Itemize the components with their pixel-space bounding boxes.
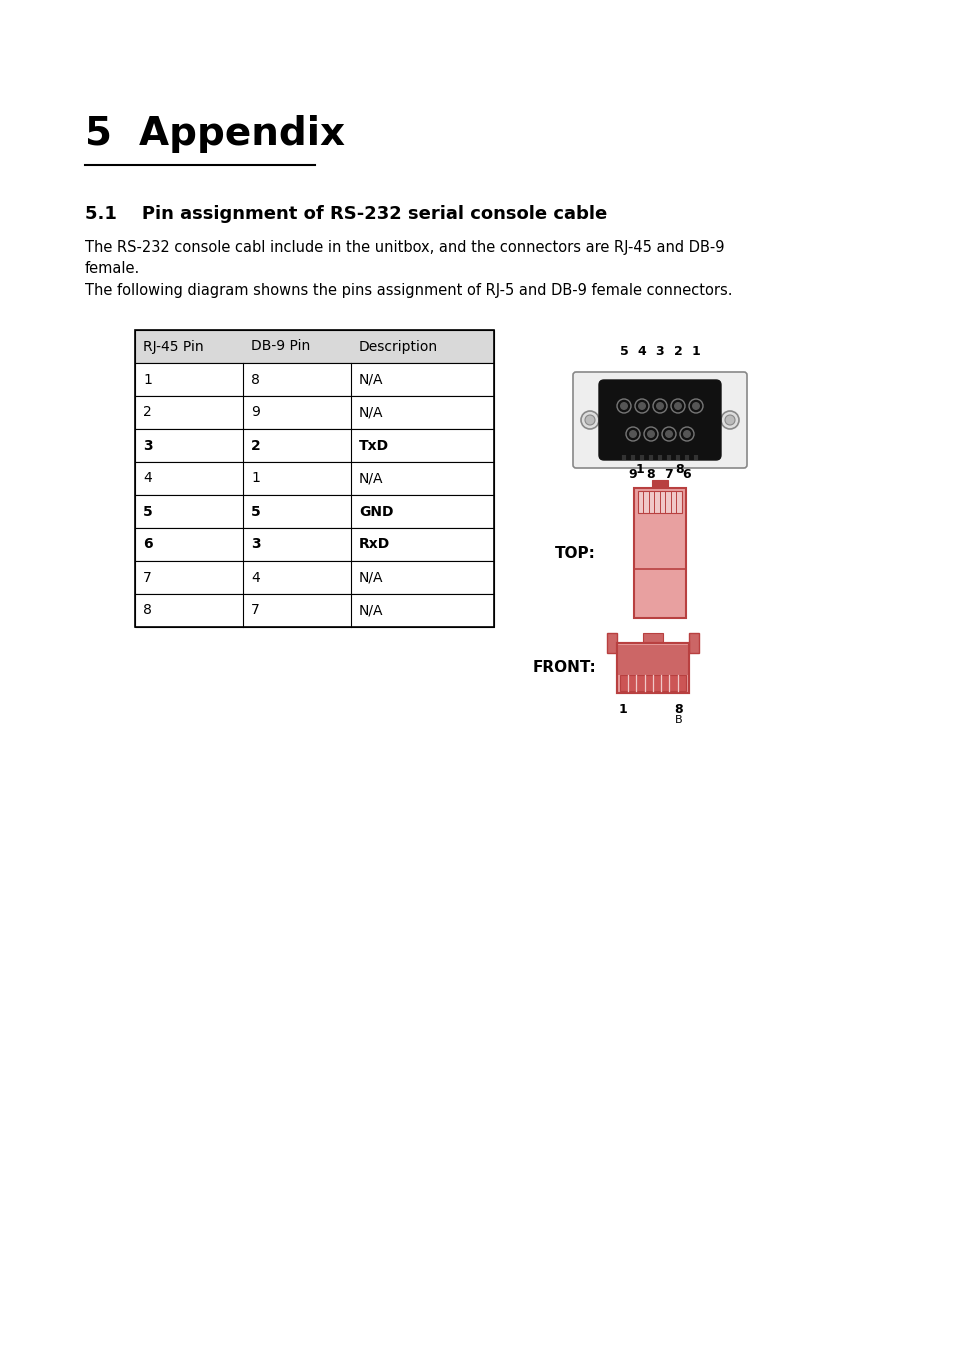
Text: 5: 5 bbox=[251, 505, 260, 518]
Text: FRONT:: FRONT: bbox=[533, 660, 597, 675]
Text: The RS-232 console cabl include in the unitbox, and the connectors are RJ-45 and: The RS-232 console cabl include in the u… bbox=[85, 240, 723, 275]
Text: B: B bbox=[675, 716, 682, 725]
Text: 9: 9 bbox=[628, 468, 637, 481]
Circle shape bbox=[679, 427, 693, 441]
Bar bbox=[135, 528, 494, 562]
Circle shape bbox=[664, 431, 672, 437]
Text: 7: 7 bbox=[251, 603, 259, 617]
Circle shape bbox=[682, 431, 690, 437]
Text: 4: 4 bbox=[637, 346, 646, 358]
Circle shape bbox=[720, 410, 739, 429]
Circle shape bbox=[661, 427, 676, 441]
Text: 6: 6 bbox=[143, 537, 152, 552]
Text: 1: 1 bbox=[691, 346, 700, 358]
Text: 1: 1 bbox=[143, 373, 152, 386]
Text: N/A: N/A bbox=[358, 471, 383, 486]
Bar bbox=[617, 645, 688, 675]
Bar bbox=[634, 487, 685, 618]
Bar bbox=[135, 462, 494, 495]
Text: 1: 1 bbox=[251, 471, 259, 486]
Circle shape bbox=[670, 400, 684, 413]
Circle shape bbox=[646, 431, 655, 437]
Circle shape bbox=[617, 400, 630, 413]
Text: N/A: N/A bbox=[358, 405, 383, 420]
Text: 2: 2 bbox=[673, 346, 681, 358]
Text: 8: 8 bbox=[143, 603, 152, 617]
Bar bbox=[642, 633, 662, 643]
Text: 5  Appendix: 5 Appendix bbox=[85, 115, 345, 153]
Text: 1: 1 bbox=[618, 703, 627, 716]
Text: 8: 8 bbox=[675, 463, 683, 477]
Circle shape bbox=[628, 431, 637, 437]
Text: 9: 9 bbox=[251, 405, 259, 420]
Text: 5: 5 bbox=[143, 505, 152, 518]
Text: N/A: N/A bbox=[358, 571, 383, 585]
Bar bbox=[619, 675, 685, 691]
Circle shape bbox=[584, 414, 595, 425]
Bar bbox=[135, 329, 494, 363]
Text: 3: 3 bbox=[143, 439, 152, 452]
Text: TxD: TxD bbox=[358, 439, 389, 452]
Text: 4: 4 bbox=[251, 571, 259, 585]
Bar bbox=[651, 481, 667, 487]
Bar bbox=[617, 643, 688, 693]
Circle shape bbox=[652, 400, 666, 413]
Bar bbox=[135, 594, 494, 626]
Text: RxD: RxD bbox=[358, 537, 390, 552]
Bar bbox=[135, 363, 494, 396]
Bar bbox=[135, 396, 494, 429]
Bar bbox=[135, 329, 494, 626]
Text: 8: 8 bbox=[251, 373, 259, 386]
Circle shape bbox=[656, 402, 663, 410]
Circle shape bbox=[635, 400, 648, 413]
Text: 3: 3 bbox=[655, 346, 663, 358]
Text: 5.1    Pin assignment of RS-232 serial console cable: 5.1 Pin assignment of RS-232 serial cons… bbox=[85, 205, 607, 223]
Text: N/A: N/A bbox=[358, 373, 383, 386]
Bar bbox=[688, 633, 699, 653]
Text: 7: 7 bbox=[143, 571, 152, 585]
Text: The following diagram showns the pins assignment of RJ-5 and DB-9 female connect: The following diagram showns the pins as… bbox=[85, 284, 732, 298]
FancyBboxPatch shape bbox=[573, 373, 746, 468]
Text: 5: 5 bbox=[619, 346, 628, 358]
Circle shape bbox=[724, 414, 734, 425]
Bar bbox=[135, 562, 494, 594]
Text: TOP:: TOP: bbox=[555, 545, 596, 560]
Text: 7: 7 bbox=[664, 468, 673, 481]
Text: 8: 8 bbox=[674, 703, 682, 716]
Circle shape bbox=[691, 402, 700, 410]
Bar bbox=[135, 495, 494, 528]
Text: N/A: N/A bbox=[358, 603, 383, 617]
Text: DB-9 Pin: DB-9 Pin bbox=[251, 339, 310, 354]
Circle shape bbox=[643, 427, 658, 441]
Text: 8: 8 bbox=[646, 468, 655, 481]
FancyBboxPatch shape bbox=[598, 379, 720, 460]
Bar bbox=[606, 633, 617, 653]
Text: 3: 3 bbox=[251, 537, 260, 552]
Text: RJ-45 Pin: RJ-45 Pin bbox=[143, 339, 203, 354]
Bar bbox=[638, 491, 681, 513]
Circle shape bbox=[673, 402, 681, 410]
Circle shape bbox=[638, 402, 645, 410]
Text: 1: 1 bbox=[636, 463, 644, 477]
Bar bbox=[617, 643, 688, 693]
Circle shape bbox=[580, 410, 598, 429]
Text: 2: 2 bbox=[143, 405, 152, 420]
Circle shape bbox=[619, 402, 627, 410]
Circle shape bbox=[688, 400, 702, 413]
Text: 4: 4 bbox=[143, 471, 152, 486]
Text: 2: 2 bbox=[251, 439, 260, 452]
Bar bbox=[135, 429, 494, 462]
Text: Description: Description bbox=[358, 339, 437, 354]
Text: GND: GND bbox=[358, 505, 393, 518]
Text: 6: 6 bbox=[682, 468, 691, 481]
Circle shape bbox=[625, 427, 639, 441]
